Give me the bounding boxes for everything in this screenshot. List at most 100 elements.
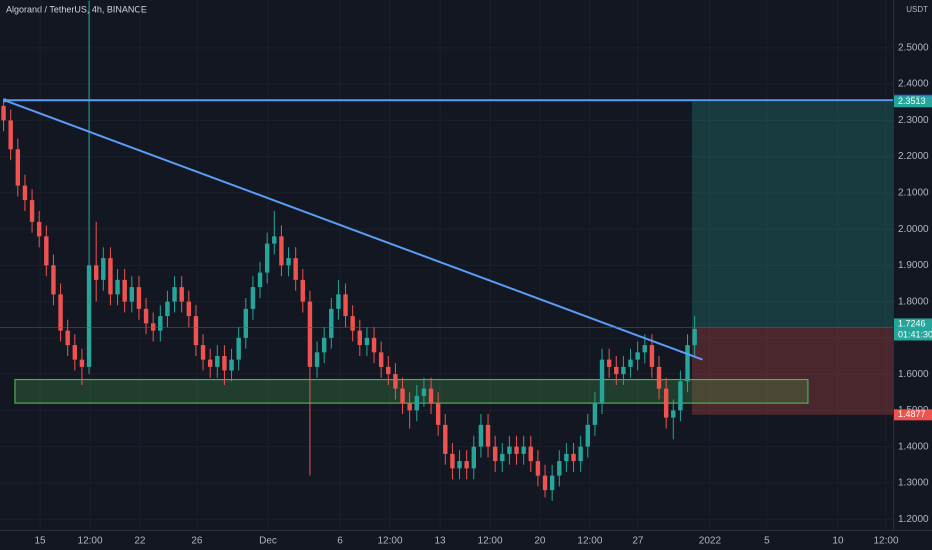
x-tick-label: 10 (832, 536, 844, 547)
y-tick-label: 2.5000 (898, 42, 929, 53)
y-tick-label: 1.8000 (898, 296, 929, 307)
candle-body (478, 424, 484, 447)
candle-body (521, 446, 526, 454)
candle-body (528, 446, 533, 462)
candle-body (621, 366, 626, 375)
price-label-box (894, 409, 932, 421)
candle-body (464, 461, 469, 469)
candle-body (663, 388, 669, 418)
x-tick-label: Dec (259, 536, 277, 547)
support-zone (14, 378, 809, 404)
candle-body (165, 301, 170, 317)
candle-body (450, 453, 455, 469)
candle-body (656, 366, 662, 389)
candle-body (435, 403, 441, 425)
candle-body (236, 337, 241, 360)
candle-body (229, 359, 234, 371)
candle-body (222, 355, 227, 371)
x-tick-label: 2022 (699, 536, 722, 547)
candle-body (122, 279, 127, 302)
y-tick-label: 2.0000 (898, 224, 929, 235)
candle-body (307, 301, 313, 367)
symbol-title: Algorand / TetherUS, 4h, BINANCE (6, 4, 147, 14)
y-tick-label: 2.4000 (898, 79, 929, 90)
candle-body (592, 403, 598, 425)
candle-body (286, 258, 291, 266)
candle-body (58, 294, 63, 331)
candle-body (314, 352, 320, 367)
candle-body (421, 388, 427, 396)
x-tick-label: 26 (191, 536, 203, 547)
candle-body (371, 337, 377, 353)
price-label: 1.4877 (898, 409, 926, 419)
candle-body (357, 330, 363, 346)
loss-area (691, 327, 893, 415)
candle-body (492, 446, 498, 462)
candle-body (628, 359, 633, 367)
candle-body (364, 337, 370, 346)
y-tick-label: 1.3000 (898, 478, 929, 489)
candle-body (585, 424, 590, 447)
candle-body (264, 243, 270, 273)
x-tick-label: 12:00 (874, 536, 899, 547)
candle-body (172, 287, 177, 302)
candle-body (115, 279, 120, 295)
candle-body (108, 258, 113, 295)
countdown: 01:41:30 (898, 329, 932, 339)
profit-area (691, 101, 893, 328)
y-tick-label: 1.2000 (898, 514, 929, 525)
candle-body (350, 316, 355, 331)
candle-body (671, 410, 676, 418)
x-tick-label: 15 (34, 536, 46, 547)
candle-body (414, 395, 419, 411)
x-tick-label: 12:00 (478, 536, 503, 547)
x-tick-label: 6 (337, 536, 343, 547)
candle-body (72, 345, 78, 360)
x-tick-label: 12:00 (377, 536, 402, 547)
x-tick-label: 20 (534, 536, 546, 547)
candle-body (86, 265, 92, 367)
candle-body (51, 265, 56, 295)
candle-body (129, 287, 135, 302)
candle-body (564, 453, 569, 462)
candle-body (407, 403, 412, 411)
candle-body (143, 308, 149, 324)
candle-body (243, 308, 249, 338)
candle-body (514, 446, 519, 454)
candle-body (22, 185, 28, 201)
candle-body (36, 221, 42, 237)
candle-body (535, 461, 541, 476)
anchor-point (2, 98, 7, 103)
x-tick-label: 5 (764, 536, 770, 547)
candle-body (193, 316, 199, 346)
candle-body (136, 287, 142, 309)
candle-body (215, 355, 220, 367)
x-tick-label: 22 (134, 536, 146, 547)
candle-body (542, 475, 548, 491)
x-tick-label: 27 (632, 536, 644, 547)
trendline (4, 99, 703, 361)
candle-body (272, 236, 277, 244)
candle-body (443, 424, 448, 454)
candle-body (65, 330, 70, 346)
candle-body (428, 388, 434, 404)
candle-body (336, 294, 341, 309)
candle-body (635, 352, 640, 360)
candle-body (250, 287, 256, 309)
y-tick-label: 1.4000 (898, 441, 929, 452)
candle-body (8, 120, 13, 150)
candle-body (386, 366, 391, 375)
candle-body (378, 352, 384, 367)
candle-body (599, 359, 605, 404)
candle-body (571, 453, 576, 462)
candle-body (279, 236, 284, 266)
candle-body (685, 345, 690, 382)
candle-body (79, 359, 85, 367)
candle-body (329, 308, 334, 338)
candle-body (500, 453, 505, 462)
candle-body (101, 258, 106, 280)
candle-body (293, 258, 298, 280)
candle-body (207, 359, 213, 367)
